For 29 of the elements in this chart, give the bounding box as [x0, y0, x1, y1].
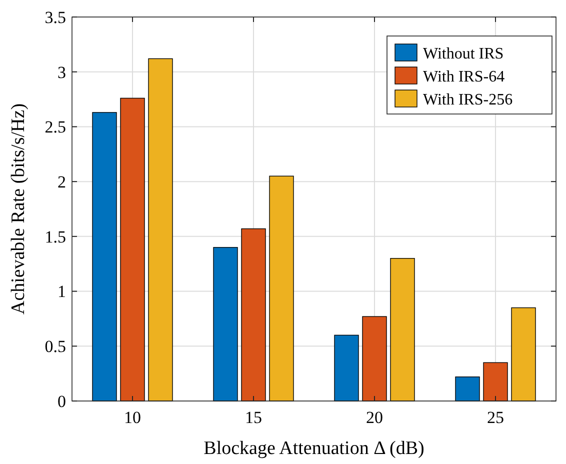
- bar: [269, 176, 294, 402]
- y-tick-label: 0.5: [44, 337, 66, 356]
- legend-label: With IRS-64: [423, 68, 505, 86]
- bar: [455, 376, 480, 402]
- x-tick-label: 10: [124, 408, 141, 427]
- y-tick-label: 3: [58, 62, 66, 82]
- bar: [390, 258, 415, 402]
- y-tick-label: 2: [58, 172, 66, 192]
- y-tick-label: 1.5: [44, 227, 66, 246]
- y-tick-label: 0: [58, 392, 66, 411]
- bar: [483, 362, 508, 402]
- legend-label: With IRS-256: [423, 92, 513, 109]
- x-tick-label: 25: [487, 408, 504, 427]
- x-tick-label: 20: [366, 408, 383, 427]
- x-axis-title: Blockage Attenuation Δ (dB): [204, 438, 424, 459]
- bar: [334, 334, 359, 402]
- y-tick-label: 3.5: [44, 8, 66, 27]
- bar: [148, 58, 173, 402]
- bar: [241, 228, 266, 402]
- bar: [213, 247, 238, 402]
- x-tick-label: 15: [245, 408, 262, 427]
- bar: [511, 307, 536, 402]
- y-axis-title: Achievable Rate (bits/s/Hz): [8, 103, 29, 315]
- bar: [120, 98, 145, 402]
- bar: [362, 316, 387, 402]
- y-tick-label: 1: [58, 282, 66, 302]
- legend-label: Without IRS: [423, 46, 504, 63]
- y-tick-label: 2.5: [44, 118, 66, 137]
- bar: [92, 112, 117, 402]
